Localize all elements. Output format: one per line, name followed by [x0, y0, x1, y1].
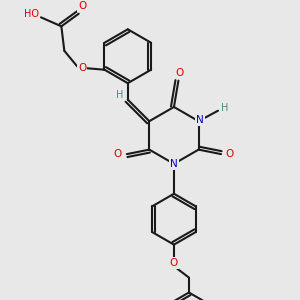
Text: N: N	[170, 159, 178, 169]
Text: O: O	[78, 1, 86, 11]
Text: O: O	[113, 149, 122, 159]
Text: O: O	[175, 68, 183, 78]
Text: N: N	[196, 115, 204, 125]
Text: H: H	[221, 103, 228, 113]
Text: HO: HO	[24, 9, 39, 19]
Text: O: O	[170, 258, 178, 268]
Text: O: O	[226, 149, 234, 159]
Text: O: O	[78, 63, 86, 73]
Text: H: H	[116, 90, 123, 100]
